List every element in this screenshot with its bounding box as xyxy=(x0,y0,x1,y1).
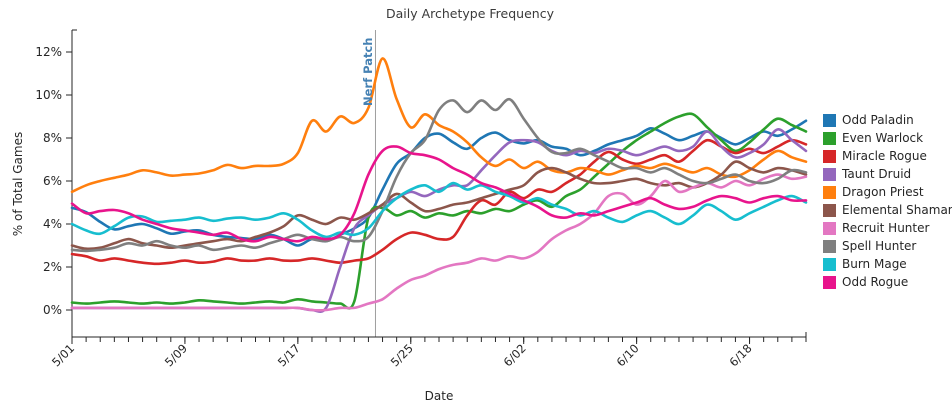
x-tick-label: 6/10 xyxy=(614,341,642,369)
y-tick-label: 8% xyxy=(43,131,62,145)
x-tick-label: 5/17 xyxy=(275,341,303,369)
y-tick-label: 10% xyxy=(35,88,62,102)
legend-swatch-taunt-druid xyxy=(823,167,836,181)
legend-label: Miracle Rogue xyxy=(842,149,927,163)
legend-label: Taunt Druid xyxy=(842,167,912,181)
x-tick-label: 5/01 xyxy=(49,341,77,369)
nerf-patch-annotation: Nerf Patch xyxy=(361,38,375,106)
legend-label: Spell Hunter xyxy=(842,239,917,253)
x-tick-label: 5/25 xyxy=(388,341,416,369)
legend-swatch-miracle-rogue xyxy=(823,149,836,163)
y-tick-label: 0% xyxy=(43,303,62,317)
legend-swatch-odd-rogue xyxy=(823,275,836,289)
legend-item-dragon-priest: Dragon Priest xyxy=(823,183,952,201)
legend-swatch-dragon-priest xyxy=(823,185,836,199)
legend-label: Odd Rogue xyxy=(842,275,909,289)
x-tick-label: 6/18 xyxy=(726,341,754,369)
y-tick-label: 12% xyxy=(35,45,62,59)
legend-item-burn-mage: Burn Mage xyxy=(823,255,952,273)
legend-label: Burn Mage xyxy=(842,257,907,271)
legend-label: Dragon Priest xyxy=(842,185,924,199)
legend-item-spell-hunter: Spell Hunter xyxy=(823,237,952,255)
x-tick-label: 5/09 xyxy=(162,341,190,369)
legend-item-taunt-druid: Taunt Druid xyxy=(823,165,952,183)
legend-label: Recruit Hunter xyxy=(842,221,930,235)
legend-swatch-spell-hunter xyxy=(823,239,836,253)
series-line-recruit-hunter xyxy=(70,173,808,312)
chart-title: Daily Archetype Frequency xyxy=(386,6,555,21)
series-line-odd-paladin xyxy=(70,119,808,247)
legend-item-odd-rogue: Odd Rogue xyxy=(823,273,952,291)
y-axis-title: % of Total Games xyxy=(11,132,25,236)
series-line-elemental-shaman xyxy=(70,160,808,251)
x-tick-label: 6/02 xyxy=(501,341,529,369)
legend-swatch-burn-mage xyxy=(823,257,836,271)
legend: Odd Paladin Even Warlock Miracle Rogue Taun… xyxy=(823,111,952,291)
legend-item-even-warlock: Even Warlock xyxy=(823,129,952,147)
legend-label: Even Warlock xyxy=(842,131,924,145)
series-line-odd-rogue xyxy=(70,145,808,243)
y-tick-label: 6% xyxy=(43,174,62,188)
legend-swatch-even-warlock xyxy=(823,131,836,145)
series-line-miracle-rogue xyxy=(70,138,808,266)
series-line-burn-mage xyxy=(70,181,808,239)
plot-area: 0% 2% 4% 6% 8% 10% 12% 5/01 5/09 5/17 5/25 6/02 6/10… xyxy=(35,29,808,369)
legend-item-recruit-hunter: Recruit Hunter xyxy=(823,219,952,237)
y-tick-label: 4% xyxy=(43,217,62,231)
legend-swatch-elemental-shaman xyxy=(823,203,836,217)
y-tick-label: 2% xyxy=(43,260,62,274)
x-axis-title: Date xyxy=(425,389,454,403)
legend-item-odd-paladin: Odd Paladin xyxy=(823,111,952,129)
legend-item-elemental-shaman: Elemental Shaman xyxy=(823,201,952,219)
series-line-dragon-priest xyxy=(70,57,808,194)
legend-label: Elemental Shaman xyxy=(842,203,952,217)
series-line-spell-hunter xyxy=(70,97,808,253)
legend-swatch-recruit-hunter xyxy=(823,221,836,235)
legend-label: Odd Paladin xyxy=(842,113,914,127)
legend-item-miracle-rogue: Miracle Rogue xyxy=(823,147,952,165)
legend-swatch-odd-paladin xyxy=(823,113,836,127)
series-line-even-warlock xyxy=(70,112,808,310)
